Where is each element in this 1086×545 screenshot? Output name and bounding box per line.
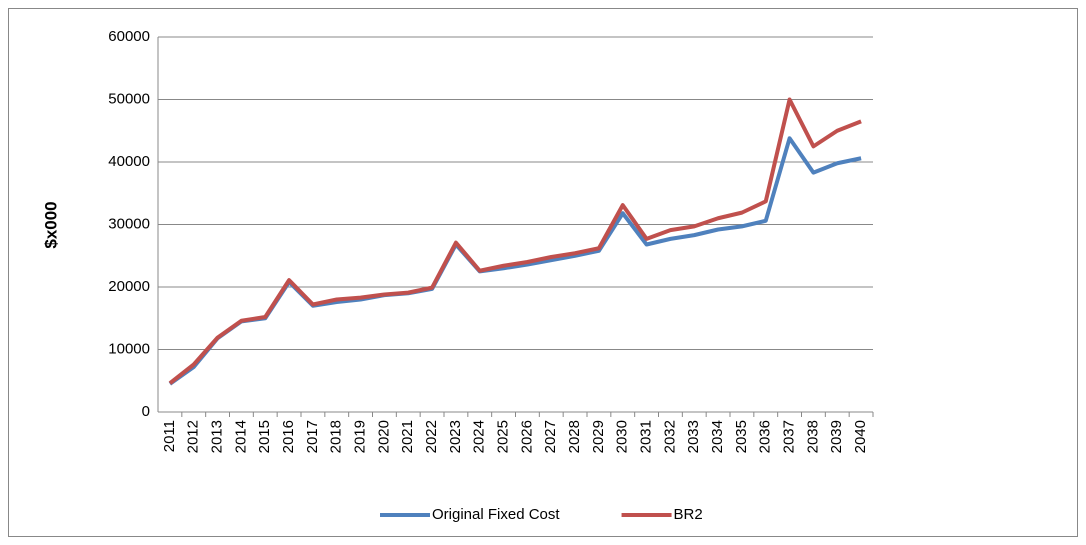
series-line (168, 97, 862, 385)
x-tick-label: 2017 (304, 420, 321, 453)
x-tick-label: 2034 (709, 420, 726, 453)
x-tick-label: 2033 (685, 420, 702, 453)
x-tick-label: 2036 (757, 420, 774, 453)
y-axis-label: $x000 (41, 201, 60, 248)
x-tick-label: 2037 (781, 420, 798, 453)
x-tick-label: 2012 (185, 420, 202, 453)
x-tick-label: 2026 (518, 420, 535, 453)
legend-label: Original Fixed Cost (432, 506, 560, 523)
y-tick-label: 50000 (108, 90, 150, 107)
x-tick-label: 2019 (352, 420, 369, 453)
x-tick-label: 2028 (566, 420, 583, 453)
x-tick-label: 2032 (661, 420, 678, 453)
x-tick-label: 2029 (590, 420, 607, 453)
x-tick-label: 2016 (280, 420, 297, 453)
legend-label: BR2 (674, 506, 703, 523)
x-tick-label: 2023 (447, 420, 464, 453)
x-tick-label: 2013 (209, 420, 226, 453)
x-tick-label: 2027 (542, 420, 559, 453)
x-tick-label: 2035 (733, 420, 750, 453)
x-tick-label: 2020 (375, 420, 392, 453)
y-tick-label: 30000 (108, 215, 150, 232)
y-tick-label: 10000 (108, 340, 150, 357)
x-tick-label: 2038 (804, 420, 821, 453)
x-tick-label: 2039 (828, 420, 845, 453)
x-tick-label: 2021 (399, 420, 416, 453)
x-tick-label: 2014 (232, 420, 249, 453)
x-tick-label: 2011 (161, 420, 178, 452)
x-tick-label: 2024 (471, 420, 488, 453)
x-tick-label: 2018 (328, 420, 345, 453)
y-tick-label: 60000 (108, 28, 150, 45)
x-tick-label: 2031 (638, 420, 655, 453)
x-tick-label: 2022 (423, 420, 440, 453)
chart-border (8, 8, 1078, 537)
x-tick-label: 2025 (495, 420, 512, 453)
y-tick-label: 0 (142, 403, 150, 420)
x-tick-label: 2030 (614, 420, 631, 453)
y-tick-label: 40000 (108, 153, 150, 170)
x-tick-label: 2015 (256, 420, 273, 453)
y-tick-label: 20000 (108, 278, 150, 295)
x-tick-label: 2040 (852, 420, 869, 453)
